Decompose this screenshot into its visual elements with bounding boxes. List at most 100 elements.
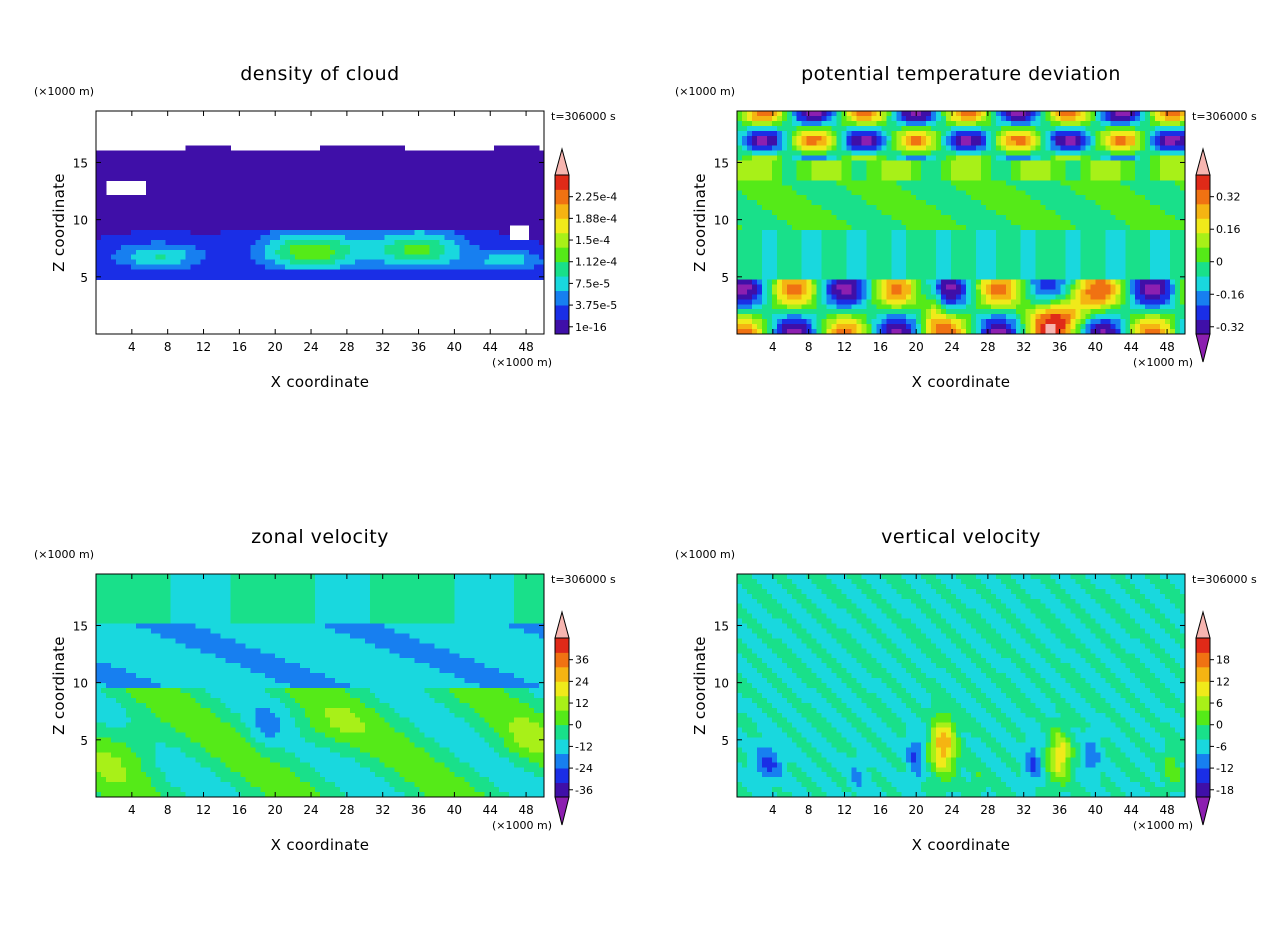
field-cell — [499, 210, 505, 216]
field-cell — [771, 279, 778, 286]
field-cell — [439, 185, 446, 191]
field-cell — [469, 220, 475, 226]
field-cell — [519, 259, 525, 266]
field-cell — [220, 190, 227, 196]
field-cell — [916, 324, 922, 330]
field-cell — [315, 210, 321, 216]
field-cell — [399, 220, 406, 226]
field-cell — [851, 125, 858, 132]
field-cell — [901, 329, 907, 335]
field-cell — [1000, 170, 1007, 177]
field-cell — [220, 205, 227, 211]
field-cell — [826, 120, 833, 127]
field-cell — [414, 205, 421, 211]
field-cell — [444, 195, 451, 201]
field-cell — [374, 205, 381, 211]
field-cell — [429, 185, 436, 191]
field-cell — [781, 269, 788, 276]
field-cell — [534, 215, 540, 221]
field-cell — [354, 264, 361, 271]
field-cell — [155, 190, 162, 196]
field-cell — [419, 234, 426, 241]
field-cell — [170, 160, 177, 167]
field-cell — [801, 224, 808, 231]
field-cell — [494, 145, 500, 152]
field-cell — [901, 284, 907, 290]
field-cell — [454, 254, 460, 261]
field-cell — [1000, 229, 1007, 236]
field-cell — [751, 220, 758, 226]
field-cell — [761, 304, 768, 310]
x-tick-label: 32 — [375, 340, 390, 354]
field-cell — [190, 170, 197, 177]
field-cell — [975, 115, 982, 122]
field-cell — [484, 229, 490, 236]
field-cell — [881, 299, 887, 305]
field-cell — [185, 229, 192, 236]
field-cell — [961, 299, 967, 305]
field-cell — [836, 224, 843, 231]
field-cell — [110, 274, 117, 281]
field-cell — [290, 220, 296, 226]
field-cell — [220, 170, 227, 177]
field-cell — [746, 111, 753, 117]
field-cell — [896, 150, 902, 157]
field-cell — [861, 229, 868, 236]
field-cell — [449, 220, 455, 226]
field-cell — [791, 190, 798, 196]
field-cell — [220, 269, 227, 276]
field-cell — [374, 200, 381, 206]
field-cell — [786, 150, 793, 157]
field-cell — [180, 259, 187, 266]
field-cell — [120, 220, 127, 226]
field-cell — [300, 239, 306, 246]
field-cell — [851, 244, 858, 251]
field-cell — [230, 200, 236, 206]
field-cell — [980, 274, 987, 281]
field-cell — [761, 170, 768, 177]
field-cell — [886, 220, 892, 226]
field-cell — [946, 145, 952, 152]
field-cell — [866, 115, 872, 122]
field-cell — [205, 254, 212, 261]
field-cell — [160, 185, 167, 191]
field-cell — [404, 205, 411, 211]
field-cell — [961, 210, 967, 216]
field-cell — [275, 269, 281, 276]
field-cell — [519, 175, 525, 181]
field-cell — [791, 205, 798, 211]
field-cell — [474, 244, 480, 251]
field-cell — [235, 229, 241, 236]
field-cell — [110, 170, 117, 177]
field-cell — [836, 185, 843, 191]
field-cell — [791, 269, 798, 276]
field-cell — [434, 234, 441, 241]
field-cell — [891, 224, 897, 231]
field-cell — [801, 259, 808, 266]
field-cell — [846, 155, 853, 162]
field-cell — [394, 259, 401, 266]
field-cell — [170, 195, 177, 201]
time-label: t=306000 s — [551, 110, 616, 123]
field-cell — [1015, 284, 1022, 290]
field-cell — [409, 155, 416, 162]
field-cell — [901, 155, 907, 162]
field-cell — [404, 269, 411, 276]
field-cell — [936, 224, 942, 231]
field-cell — [836, 130, 843, 137]
field-cell — [399, 165, 406, 172]
field-cell — [374, 274, 381, 281]
field-cell — [165, 165, 172, 172]
field-cell — [469, 229, 475, 236]
field-cell — [911, 190, 917, 196]
field-cell — [379, 229, 386, 236]
field-cell — [921, 210, 927, 216]
colorbar-segment — [555, 276, 569, 292]
field-cell — [1000, 220, 1007, 226]
field-cell — [240, 224, 246, 231]
field-cell — [896, 244, 902, 251]
field-cell — [941, 155, 947, 162]
field-cell — [200, 190, 207, 196]
field-cell — [886, 150, 892, 157]
field-cell — [210, 155, 217, 162]
